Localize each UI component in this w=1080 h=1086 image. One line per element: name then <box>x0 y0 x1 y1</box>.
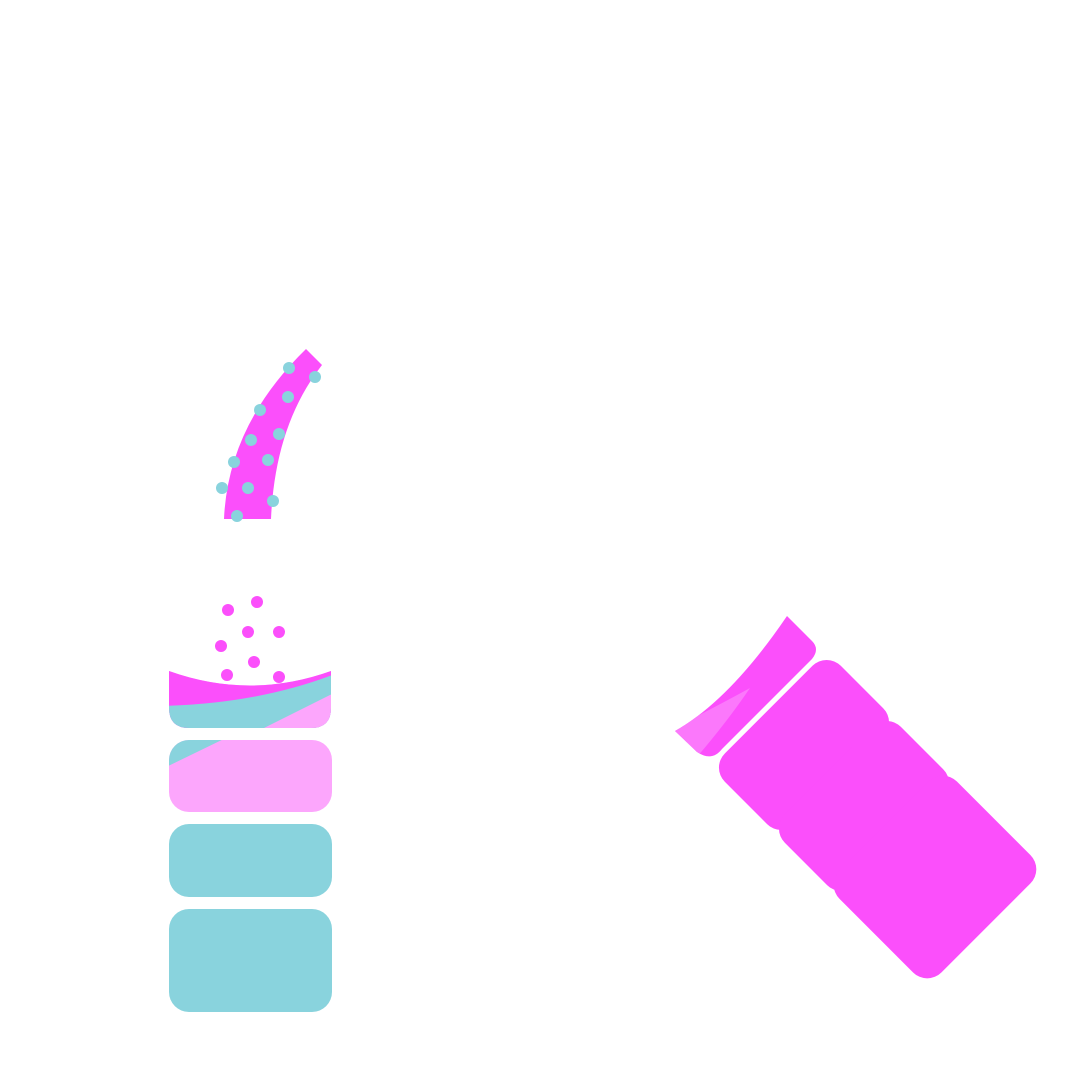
stack-block-third <box>169 824 332 897</box>
vertical-block-stack-icon <box>169 671 332 1012</box>
diagonal-block-stack-icon <box>675 616 1037 979</box>
scatter-dot <box>215 640 227 652</box>
scatter-dot <box>242 626 254 638</box>
tube-dot <box>245 434 257 446</box>
stack-block-bottom <box>169 909 332 1012</box>
tube-dot <box>254 404 266 416</box>
tube-dots <box>216 362 321 522</box>
tube-dot <box>283 362 295 374</box>
tube-dot <box>282 391 294 403</box>
scattered-dots-icon <box>215 596 285 683</box>
tube-dot <box>228 456 240 468</box>
tube-dot <box>262 454 274 466</box>
stack-block-top <box>169 671 331 728</box>
scatter-dot <box>251 596 263 608</box>
scatter-dot <box>222 604 234 616</box>
curved-dotted-tube-icon <box>216 349 322 522</box>
diagonal-block-second <box>718 659 890 831</box>
tube-dot <box>242 482 254 494</box>
tube-dot <box>216 482 228 494</box>
stack-block-second <box>169 740 332 812</box>
tube-dot <box>267 495 279 507</box>
scatter-dot <box>248 656 260 668</box>
diagonal-block-third <box>778 720 950 892</box>
scatter-dot <box>221 669 233 681</box>
tube-dot <box>231 510 243 522</box>
tube-dot <box>309 371 321 383</box>
tube-dot <box>273 428 285 440</box>
diagonal-block-fourth <box>833 775 1037 979</box>
scatter-dot <box>273 671 285 683</box>
scatter-dot <box>273 626 285 638</box>
